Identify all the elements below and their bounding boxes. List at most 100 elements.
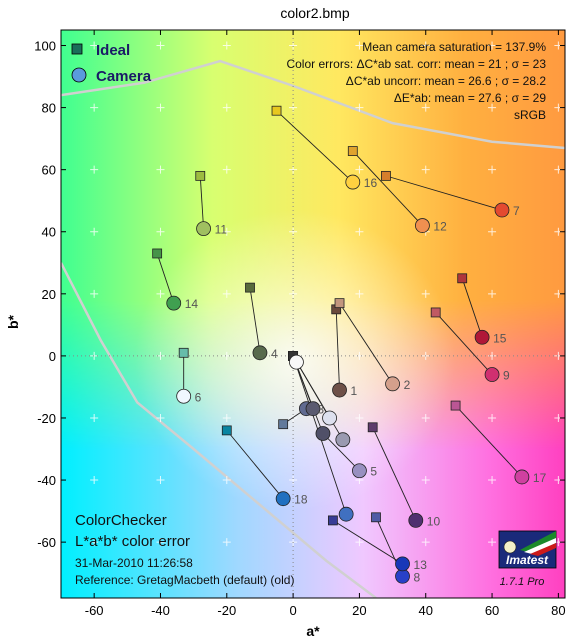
y-tick-label: 100 bbox=[34, 39, 56, 54]
grid-mark bbox=[90, 476, 99, 485]
camera-marker-19 bbox=[289, 354, 304, 370]
grid-mark bbox=[222, 413, 231, 422]
camera-marker-8 bbox=[395, 568, 410, 584]
patch-label-15: 15 bbox=[493, 331, 507, 345]
version-label: 1.7.1 Pro bbox=[500, 576, 545, 588]
ideal-marker-4 bbox=[245, 282, 255, 293]
axis-ticks: -60 -40 -20 0 20 40 60 80 -60 -40 -20 0 20 40 60 80 100 bbox=[34, 30, 566, 618]
grid-mark bbox=[156, 538, 165, 547]
patch-label-4: 4 bbox=[271, 347, 278, 361]
error-line-16 bbox=[276, 110, 354, 183]
stats-line-2: Color errors: ΔC*ab sat. corr: mean = 21… bbox=[286, 57, 546, 71]
camera-marker-6 bbox=[176, 388, 192, 404]
error-line-11 bbox=[199, 175, 205, 229]
camera-marker-24 bbox=[338, 506, 354, 522]
stats-line-5: sRGB bbox=[514, 108, 546, 122]
patch-label-7: 7 bbox=[513, 204, 520, 218]
grid-mark bbox=[421, 538, 430, 547]
x-axis-label: a* bbox=[306, 623, 320, 639]
camera-marker-14 bbox=[166, 295, 182, 311]
grid-mark bbox=[421, 413, 430, 422]
panel-date: 31-Mar-2010 11:26:58 bbox=[75, 556, 193, 570]
error-line-14 bbox=[156, 253, 175, 304]
grid-mark bbox=[222, 41, 231, 50]
grid-mark bbox=[289, 165, 298, 174]
y-tick-label: 0 bbox=[49, 349, 56, 364]
patch-label-2: 2 bbox=[404, 378, 411, 392]
grid-mark bbox=[488, 413, 497, 422]
patch-label-16: 16 bbox=[364, 176, 378, 190]
grid-mark bbox=[421, 41, 430, 50]
grid-mark bbox=[355, 538, 364, 547]
ideal-marker-6 bbox=[178, 347, 189, 358]
stats-block: Mean camera saturation = 137.9% Color er… bbox=[286, 40, 546, 122]
panel-reference: Reference: GretagMacbeth (default) (old) bbox=[75, 573, 294, 587]
x-tick-label: 0 bbox=[289, 603, 296, 618]
patch-label-5: 5 bbox=[370, 465, 377, 479]
camera-marker-16 bbox=[345, 174, 361, 190]
patch-label-9: 9 bbox=[503, 369, 510, 383]
y-tick-label: 60 bbox=[42, 163, 56, 178]
grid-mark bbox=[90, 413, 99, 422]
y-tick-label: -20 bbox=[37, 411, 56, 426]
patch-label-17: 17 bbox=[533, 471, 547, 485]
camera-marker-2 bbox=[385, 376, 400, 392]
patch-label-13: 13 bbox=[414, 558, 428, 572]
error-line-15 bbox=[461, 278, 483, 338]
grid-mark bbox=[355, 41, 364, 50]
grid-mark bbox=[90, 165, 99, 174]
grid-mark bbox=[156, 476, 165, 485]
camera-marker-9 bbox=[484, 367, 500, 382]
legend-ideal-label: Ideal bbox=[96, 42, 130, 59]
x-tick-label: -40 bbox=[151, 603, 170, 618]
y-axis-label: b* bbox=[5, 314, 21, 329]
x-tick-label: -60 bbox=[85, 603, 104, 618]
grid-mark bbox=[355, 289, 364, 298]
ideal-marker-8 bbox=[371, 512, 381, 523]
ideal-marker-10 bbox=[367, 422, 378, 433]
grid-mark bbox=[90, 538, 99, 547]
error-line-13 bbox=[332, 520, 403, 565]
ideal-marker-17 bbox=[450, 400, 461, 411]
ideal-marker-12 bbox=[347, 146, 358, 156]
patch-markers bbox=[152, 105, 530, 584]
x-tick-label: 60 bbox=[485, 603, 499, 618]
grid-mark bbox=[90, 41, 99, 50]
grid-mark bbox=[355, 165, 364, 174]
error-line-9 bbox=[435, 312, 493, 375]
error-line-7 bbox=[385, 175, 503, 211]
grid-mark bbox=[488, 41, 497, 50]
camera-marker-12 bbox=[415, 218, 430, 233]
grid-mark bbox=[355, 103, 364, 112]
grid-mark bbox=[156, 41, 165, 50]
ideal-marker-16 bbox=[271, 105, 282, 116]
grid-mark bbox=[355, 413, 364, 422]
gamut-boundary-lower bbox=[61, 262, 377, 598]
patch-label-3: 3 bbox=[317, 403, 324, 417]
legend-camera-label: Camera bbox=[96, 68, 152, 85]
grid-mark bbox=[90, 289, 99, 298]
error-line-2 bbox=[339, 302, 393, 385]
plot-frame bbox=[60, 29, 566, 599]
camera-marker-23 bbox=[315, 426, 331, 441]
y-tick-label: -40 bbox=[37, 473, 56, 488]
camera-marker-15 bbox=[474, 329, 490, 345]
imatest-logo: Imatest bbox=[498, 530, 557, 569]
camera-marker-7 bbox=[494, 202, 510, 218]
error-line-10 bbox=[372, 427, 417, 521]
patch-label-18: 18 bbox=[294, 493, 308, 507]
grid-mark bbox=[488, 538, 497, 547]
stats-line-1: Mean camera saturation = 137.9% bbox=[362, 40, 546, 54]
y-tick-label: 40 bbox=[42, 225, 56, 240]
ideal-marker-3 bbox=[278, 419, 289, 430]
logo-text: Imatest bbox=[506, 553, 549, 567]
logo-sun-icon bbox=[503, 540, 517, 554]
grid-mark bbox=[421, 165, 430, 174]
ideal-marker-14 bbox=[152, 248, 163, 259]
patch-label-14: 14 bbox=[185, 297, 199, 311]
camera-marker-20 bbox=[322, 410, 337, 426]
patch-label-6: 6 bbox=[195, 390, 202, 404]
ideal-marker-15 bbox=[457, 273, 468, 284]
